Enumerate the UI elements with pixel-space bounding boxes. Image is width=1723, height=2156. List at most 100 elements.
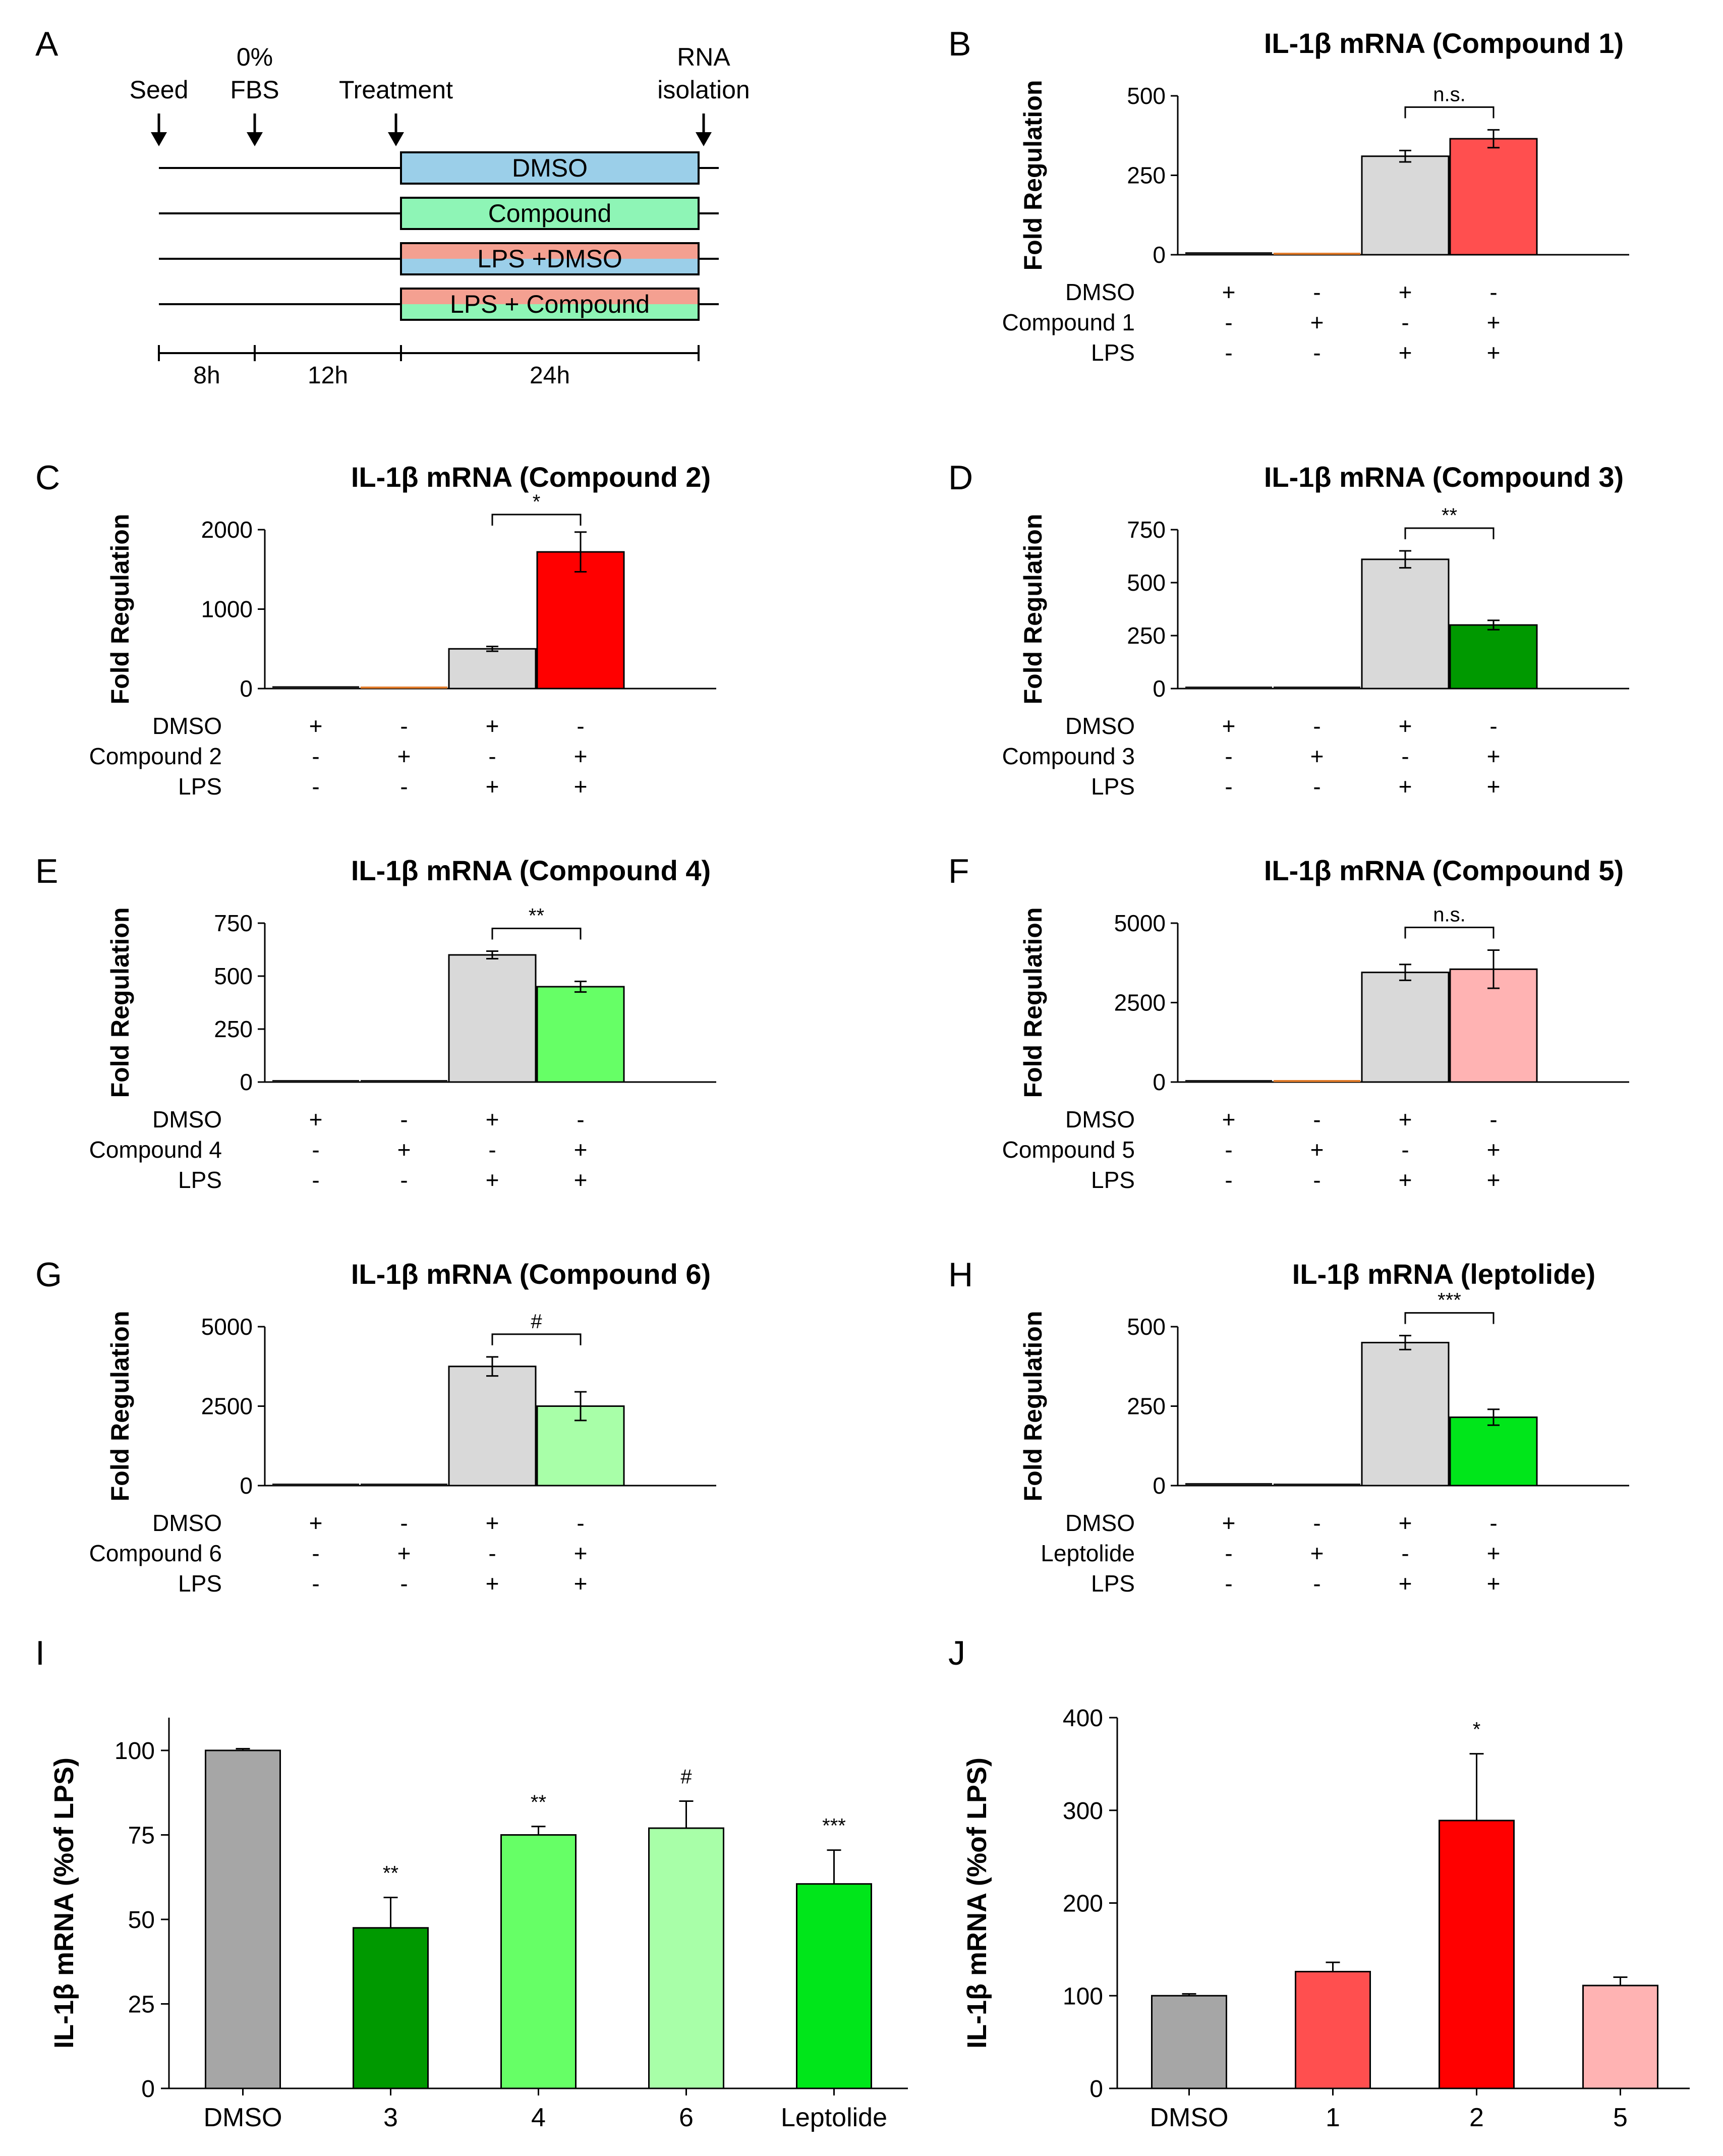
x-tick-label: 2: [1469, 2103, 1484, 2132]
control-row-sign: -: [312, 1167, 319, 1193]
control-row-sign: +: [1399, 773, 1412, 800]
schema-panel: A Seed 0% FBS Treatment RNA isolation DMSO Comp…: [35, 25, 750, 389]
bar: [361, 1484, 447, 1486]
y-axis-label: Fold Regulation: [1019, 1311, 1047, 1502]
event-label: Seed: [130, 76, 189, 104]
y-axis-label: Fold Regulation: [106, 1311, 134, 1502]
control-row-sign: -: [400, 713, 408, 739]
bar: [1185, 687, 1272, 689]
bar: [1449, 968, 1538, 1083]
control-row-sign: -: [1313, 1106, 1320, 1132]
control-row-label: LPS: [1091, 1570, 1135, 1597]
control-row-sign: +: [574, 1570, 588, 1597]
chart-panel-b: B IL-1β mRNA (Compound 1) Fold Regulation 0…: [948, 25, 1629, 366]
bar: [448, 648, 537, 690]
significance-label: **: [383, 1862, 398, 1884]
control-row-sign: -: [400, 773, 408, 800]
y-tick-label: 100: [1063, 1983, 1103, 2010]
bar: [648, 1827, 724, 2089]
chart-title: IL-1β mRNA (Compound 6): [351, 1258, 711, 1290]
bar: [1185, 1080, 1272, 1082]
chart-title: IL-1β mRNA (Compound 5): [1264, 855, 1624, 886]
y-tick-label: 200: [1063, 1891, 1103, 1917]
bar: [1449, 624, 1538, 690]
panel-label: E: [35, 852, 58, 890]
panel-label: C: [35, 459, 60, 497]
significance-label: ***: [1438, 1289, 1461, 1312]
timeline-label: 24h: [530, 362, 570, 389]
significance-label: n.s.: [1433, 83, 1465, 105]
y-tick-label: 400: [1063, 1705, 1103, 1732]
control-row-sign: -: [400, 1106, 408, 1132]
treatment-label: Compound: [488, 199, 612, 228]
x-tick-label: 6: [679, 2103, 694, 2132]
control-row-sign: -: [1313, 339, 1320, 366]
control-row-sign: +: [397, 1137, 411, 1163]
control-row-sign: +: [397, 1540, 411, 1566]
panel-label: I: [35, 1634, 45, 1672]
control-row-sign: +: [309, 713, 323, 739]
control-row-sign: -: [1489, 1510, 1497, 1536]
bar: [796, 1883, 872, 2089]
control-row-sign: +: [1487, 1137, 1501, 1163]
y-tick-label: 500: [214, 963, 253, 989]
y-tick-label: 2000: [201, 517, 253, 543]
bar: [1274, 687, 1360, 689]
y-tick-label: 1000: [201, 596, 253, 622]
control-row-sign: -: [1225, 1570, 1232, 1597]
event-label: FBS: [230, 76, 279, 104]
control-row-sign: +: [486, 773, 499, 800]
control-row-sign: +: [1399, 1167, 1412, 1193]
chart-panel-i: I IL-1β mRNA (%of LPS) 0 25 50 75 100 DMSO 3 ** 4 *…: [35, 1634, 908, 2132]
panel-label: H: [948, 1256, 973, 1294]
control-row-sign: -: [1489, 713, 1497, 739]
significance-bracket: [1404, 106, 1495, 119]
x-tick-label: DMSO: [204, 2103, 282, 2132]
control-row-sign: -: [312, 1570, 319, 1597]
y-axis-label: Fold Regulation: [1019, 80, 1047, 271]
x-tick-label: 1: [1326, 2103, 1340, 2132]
control-row-sign: +: [1310, 309, 1324, 335]
bar: [500, 1834, 577, 2089]
control-row-sign: -: [1225, 1137, 1232, 1163]
chart-panel-c: C IL-1β mRNA (Compound 2) Fold Regulation 0…: [35, 459, 716, 800]
control-row-sign: +: [1310, 1137, 1324, 1163]
control-row-sign: -: [312, 773, 319, 800]
bar: [1582, 1984, 1658, 2089]
event-label-line1: 0%: [237, 43, 273, 71]
control-row-sign: -: [1313, 1570, 1320, 1597]
control-row-label: Compound 4: [89, 1137, 222, 1163]
y-tick-label: 500: [1127, 1314, 1166, 1340]
chart-panel-f: F IL-1β mRNA (Compound 5) Fold Regulation 0…: [948, 852, 1629, 1193]
bar: [1185, 1483, 1272, 1486]
control-row-sign: +: [309, 1106, 323, 1132]
control-row-sign: +: [1222, 713, 1236, 739]
control-row-sign: +: [1399, 1106, 1412, 1132]
significance-label: *: [533, 491, 541, 513]
control-row-sign: -: [1401, 1540, 1409, 1566]
control-row-sign: -: [488, 1137, 496, 1163]
treatment-box-top: [401, 243, 699, 259]
y-tick-label: 75: [128, 1823, 155, 1849]
control-row-sign: +: [486, 1570, 499, 1597]
y-tick-label: 250: [1127, 162, 1166, 189]
significance-bracket: [491, 927, 582, 940]
control-row-sign: +: [486, 1167, 499, 1193]
control-row-label: DMSO: [152, 713, 222, 739]
significance-label: #: [531, 1311, 542, 1333]
bar: [1295, 1970, 1371, 2089]
x-tick-label: 3: [383, 2103, 398, 2132]
significance-label: n.s.: [1433, 904, 1465, 926]
control-row-sign: -: [312, 1137, 319, 1163]
control-row-label: DMSO: [1065, 1106, 1135, 1132]
control-row-sign: -: [312, 743, 319, 769]
bar: [1361, 1342, 1450, 1487]
event-label: Treatment: [339, 76, 453, 104]
control-row-sign: +: [1487, 743, 1501, 769]
control-row-sign: +: [1399, 339, 1412, 366]
y-tick-label: 0: [240, 1472, 253, 1499]
panel-label: G: [35, 1256, 62, 1294]
chart-title: IL-1β mRNA (Compound 1): [1264, 27, 1624, 59]
y-tick-label: 750: [1127, 517, 1166, 543]
